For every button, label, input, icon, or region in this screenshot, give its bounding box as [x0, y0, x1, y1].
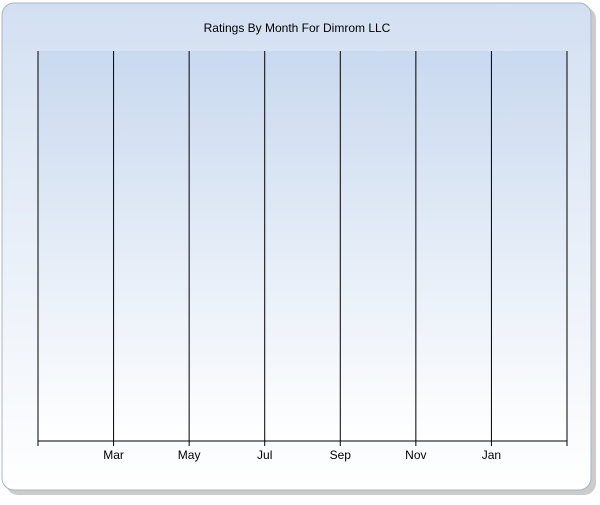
x-tick-label: Jan: [482, 448, 501, 462]
x-tick-label: Sep: [330, 448, 352, 462]
chart-title: Ratings By Month For Dimrom LLC: [204, 21, 391, 35]
plot-area: [38, 51, 567, 441]
x-tick-label: Nov: [405, 448, 426, 462]
x-tick-label: Mar: [103, 448, 124, 462]
x-tick-label: May: [178, 448, 201, 462]
x-tick-label: Jul: [257, 448, 272, 462]
